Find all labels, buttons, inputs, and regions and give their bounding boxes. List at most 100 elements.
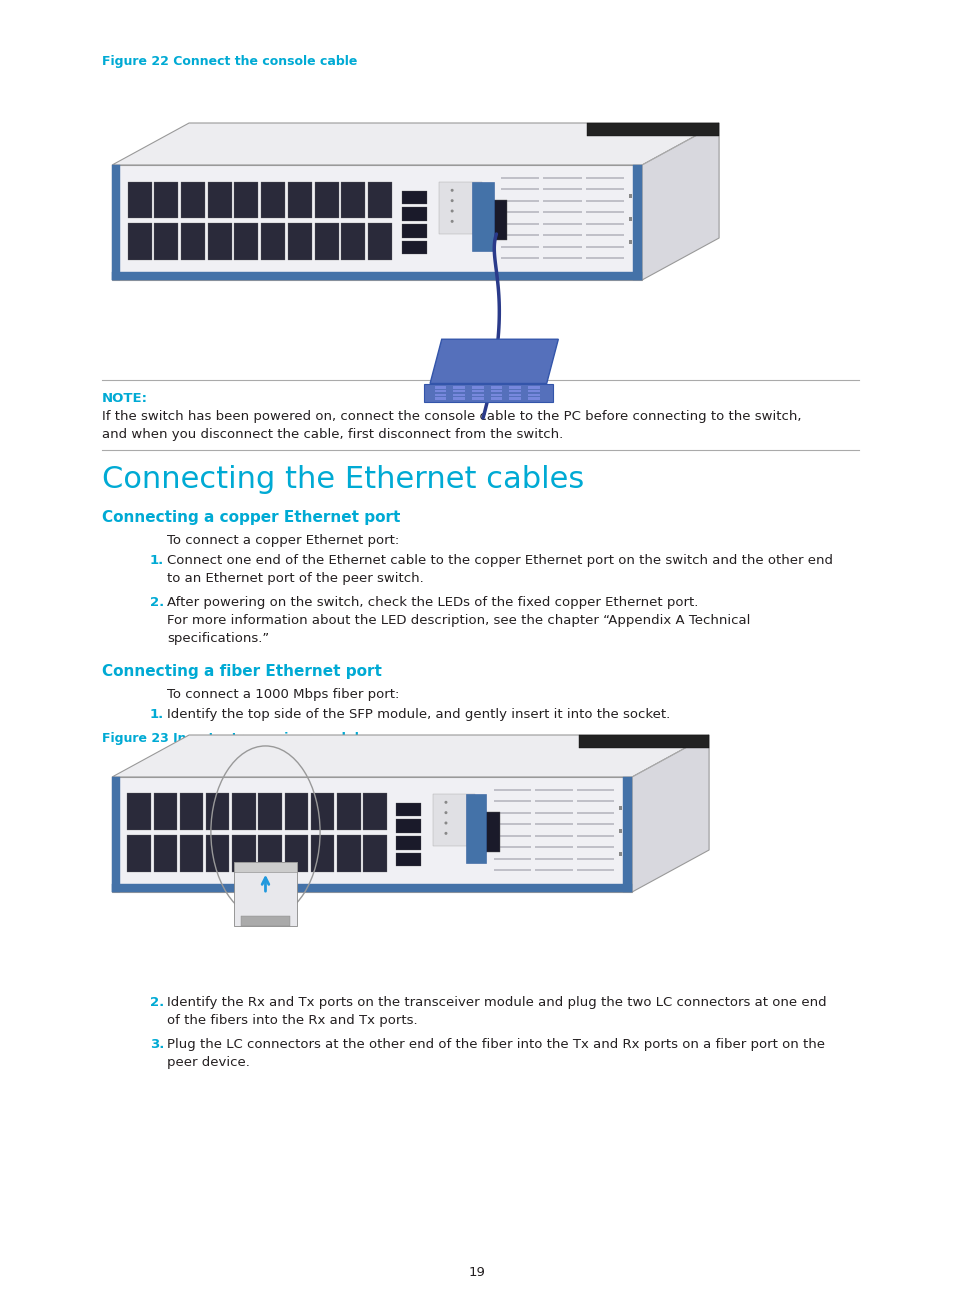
- Bar: [585, 245, 623, 248]
- Text: Plug the LC connectors at the other end of the fiber into the Tx and Rx ports on: Plug the LC connectors at the other end …: [167, 1038, 824, 1069]
- Bar: [401, 207, 427, 220]
- Bar: [618, 851, 621, 855]
- Bar: [500, 211, 538, 213]
- Bar: [493, 858, 531, 859]
- Bar: [509, 386, 520, 389]
- Bar: [234, 862, 296, 925]
- Bar: [153, 793, 177, 829]
- Circle shape: [444, 832, 447, 835]
- Bar: [154, 223, 178, 259]
- Bar: [500, 235, 538, 236]
- Bar: [179, 836, 203, 872]
- Bar: [465, 794, 486, 863]
- Bar: [500, 245, 538, 248]
- Text: Connecting a fiber Ethernet port: Connecting a fiber Ethernet port: [102, 664, 381, 679]
- Bar: [500, 176, 538, 179]
- Bar: [128, 181, 152, 218]
- Bar: [284, 836, 308, 872]
- Polygon shape: [112, 123, 719, 165]
- Polygon shape: [112, 165, 120, 280]
- Bar: [453, 390, 464, 393]
- Polygon shape: [112, 884, 632, 892]
- Bar: [500, 223, 538, 224]
- Bar: [527, 398, 539, 400]
- Bar: [179, 793, 203, 829]
- Bar: [314, 181, 338, 218]
- Bar: [490, 390, 502, 393]
- Bar: [535, 811, 573, 814]
- Bar: [472, 390, 483, 393]
- Polygon shape: [641, 123, 719, 280]
- Bar: [336, 793, 360, 829]
- Bar: [234, 862, 296, 872]
- Bar: [127, 793, 151, 829]
- Text: 3.: 3.: [150, 1038, 164, 1051]
- Text: To connect a copper Ethernet port:: To connect a copper Ethernet port:: [167, 534, 398, 547]
- Text: To connect a 1000 Mbps fiber port:: To connect a 1000 Mbps fiber port:: [167, 688, 399, 701]
- Bar: [535, 870, 573, 871]
- Text: 1.: 1.: [150, 553, 164, 568]
- Bar: [543, 257, 581, 259]
- Text: For more information about the LED description, see the chapter “Appendix A Tech: For more information about the LED descr…: [167, 614, 750, 645]
- Bar: [401, 241, 427, 254]
- Bar: [154, 181, 178, 218]
- Bar: [240, 916, 290, 925]
- Bar: [478, 811, 499, 851]
- Bar: [485, 200, 506, 240]
- Bar: [585, 211, 623, 213]
- Text: 19: 19: [468, 1266, 485, 1279]
- Bar: [234, 181, 258, 218]
- Bar: [577, 858, 614, 859]
- Text: 1.: 1.: [150, 708, 164, 721]
- Bar: [500, 200, 538, 201]
- Bar: [585, 176, 623, 179]
- Bar: [453, 394, 464, 397]
- Bar: [543, 176, 581, 179]
- Bar: [395, 836, 421, 849]
- Bar: [535, 823, 573, 826]
- Bar: [577, 835, 614, 836]
- Polygon shape: [112, 165, 641, 280]
- Polygon shape: [632, 735, 708, 892]
- Text: NOTE:: NOTE:: [102, 391, 148, 404]
- Bar: [618, 806, 621, 810]
- Bar: [153, 836, 177, 872]
- Polygon shape: [586, 123, 719, 136]
- Bar: [493, 811, 531, 814]
- Text: Connect one end of the Ethernet cable to the copper Ethernet port on the switch : Connect one end of the Ethernet cable to…: [167, 553, 832, 584]
- Polygon shape: [424, 384, 552, 403]
- Bar: [453, 398, 464, 400]
- Circle shape: [450, 220, 454, 223]
- Circle shape: [444, 811, 447, 814]
- Circle shape: [450, 200, 454, 202]
- Bar: [527, 390, 539, 393]
- Bar: [535, 846, 573, 848]
- Bar: [181, 181, 205, 218]
- Bar: [288, 223, 312, 259]
- Bar: [509, 394, 520, 397]
- Polygon shape: [578, 735, 708, 748]
- Bar: [628, 216, 631, 220]
- Text: 2.: 2.: [150, 596, 164, 609]
- Bar: [628, 240, 631, 244]
- Polygon shape: [112, 735, 708, 778]
- Bar: [490, 394, 502, 397]
- Text: If the switch has been powered on, connect the console cable to the PC before co: If the switch has been powered on, conne…: [102, 410, 801, 441]
- Bar: [509, 398, 520, 400]
- Bar: [543, 211, 581, 213]
- Bar: [493, 870, 531, 871]
- Bar: [527, 394, 539, 397]
- Bar: [493, 788, 531, 791]
- Bar: [401, 224, 427, 237]
- Text: Identify the top side of the SFP module, and gently insert it into the socket.: Identify the top side of the SFP module,…: [167, 708, 670, 721]
- Bar: [577, 823, 614, 826]
- Bar: [527, 386, 539, 389]
- Bar: [543, 200, 581, 201]
- Bar: [577, 788, 614, 791]
- Bar: [585, 188, 623, 191]
- Bar: [258, 836, 282, 872]
- Bar: [493, 835, 531, 836]
- Bar: [232, 793, 255, 829]
- Bar: [314, 223, 338, 259]
- Bar: [127, 836, 151, 872]
